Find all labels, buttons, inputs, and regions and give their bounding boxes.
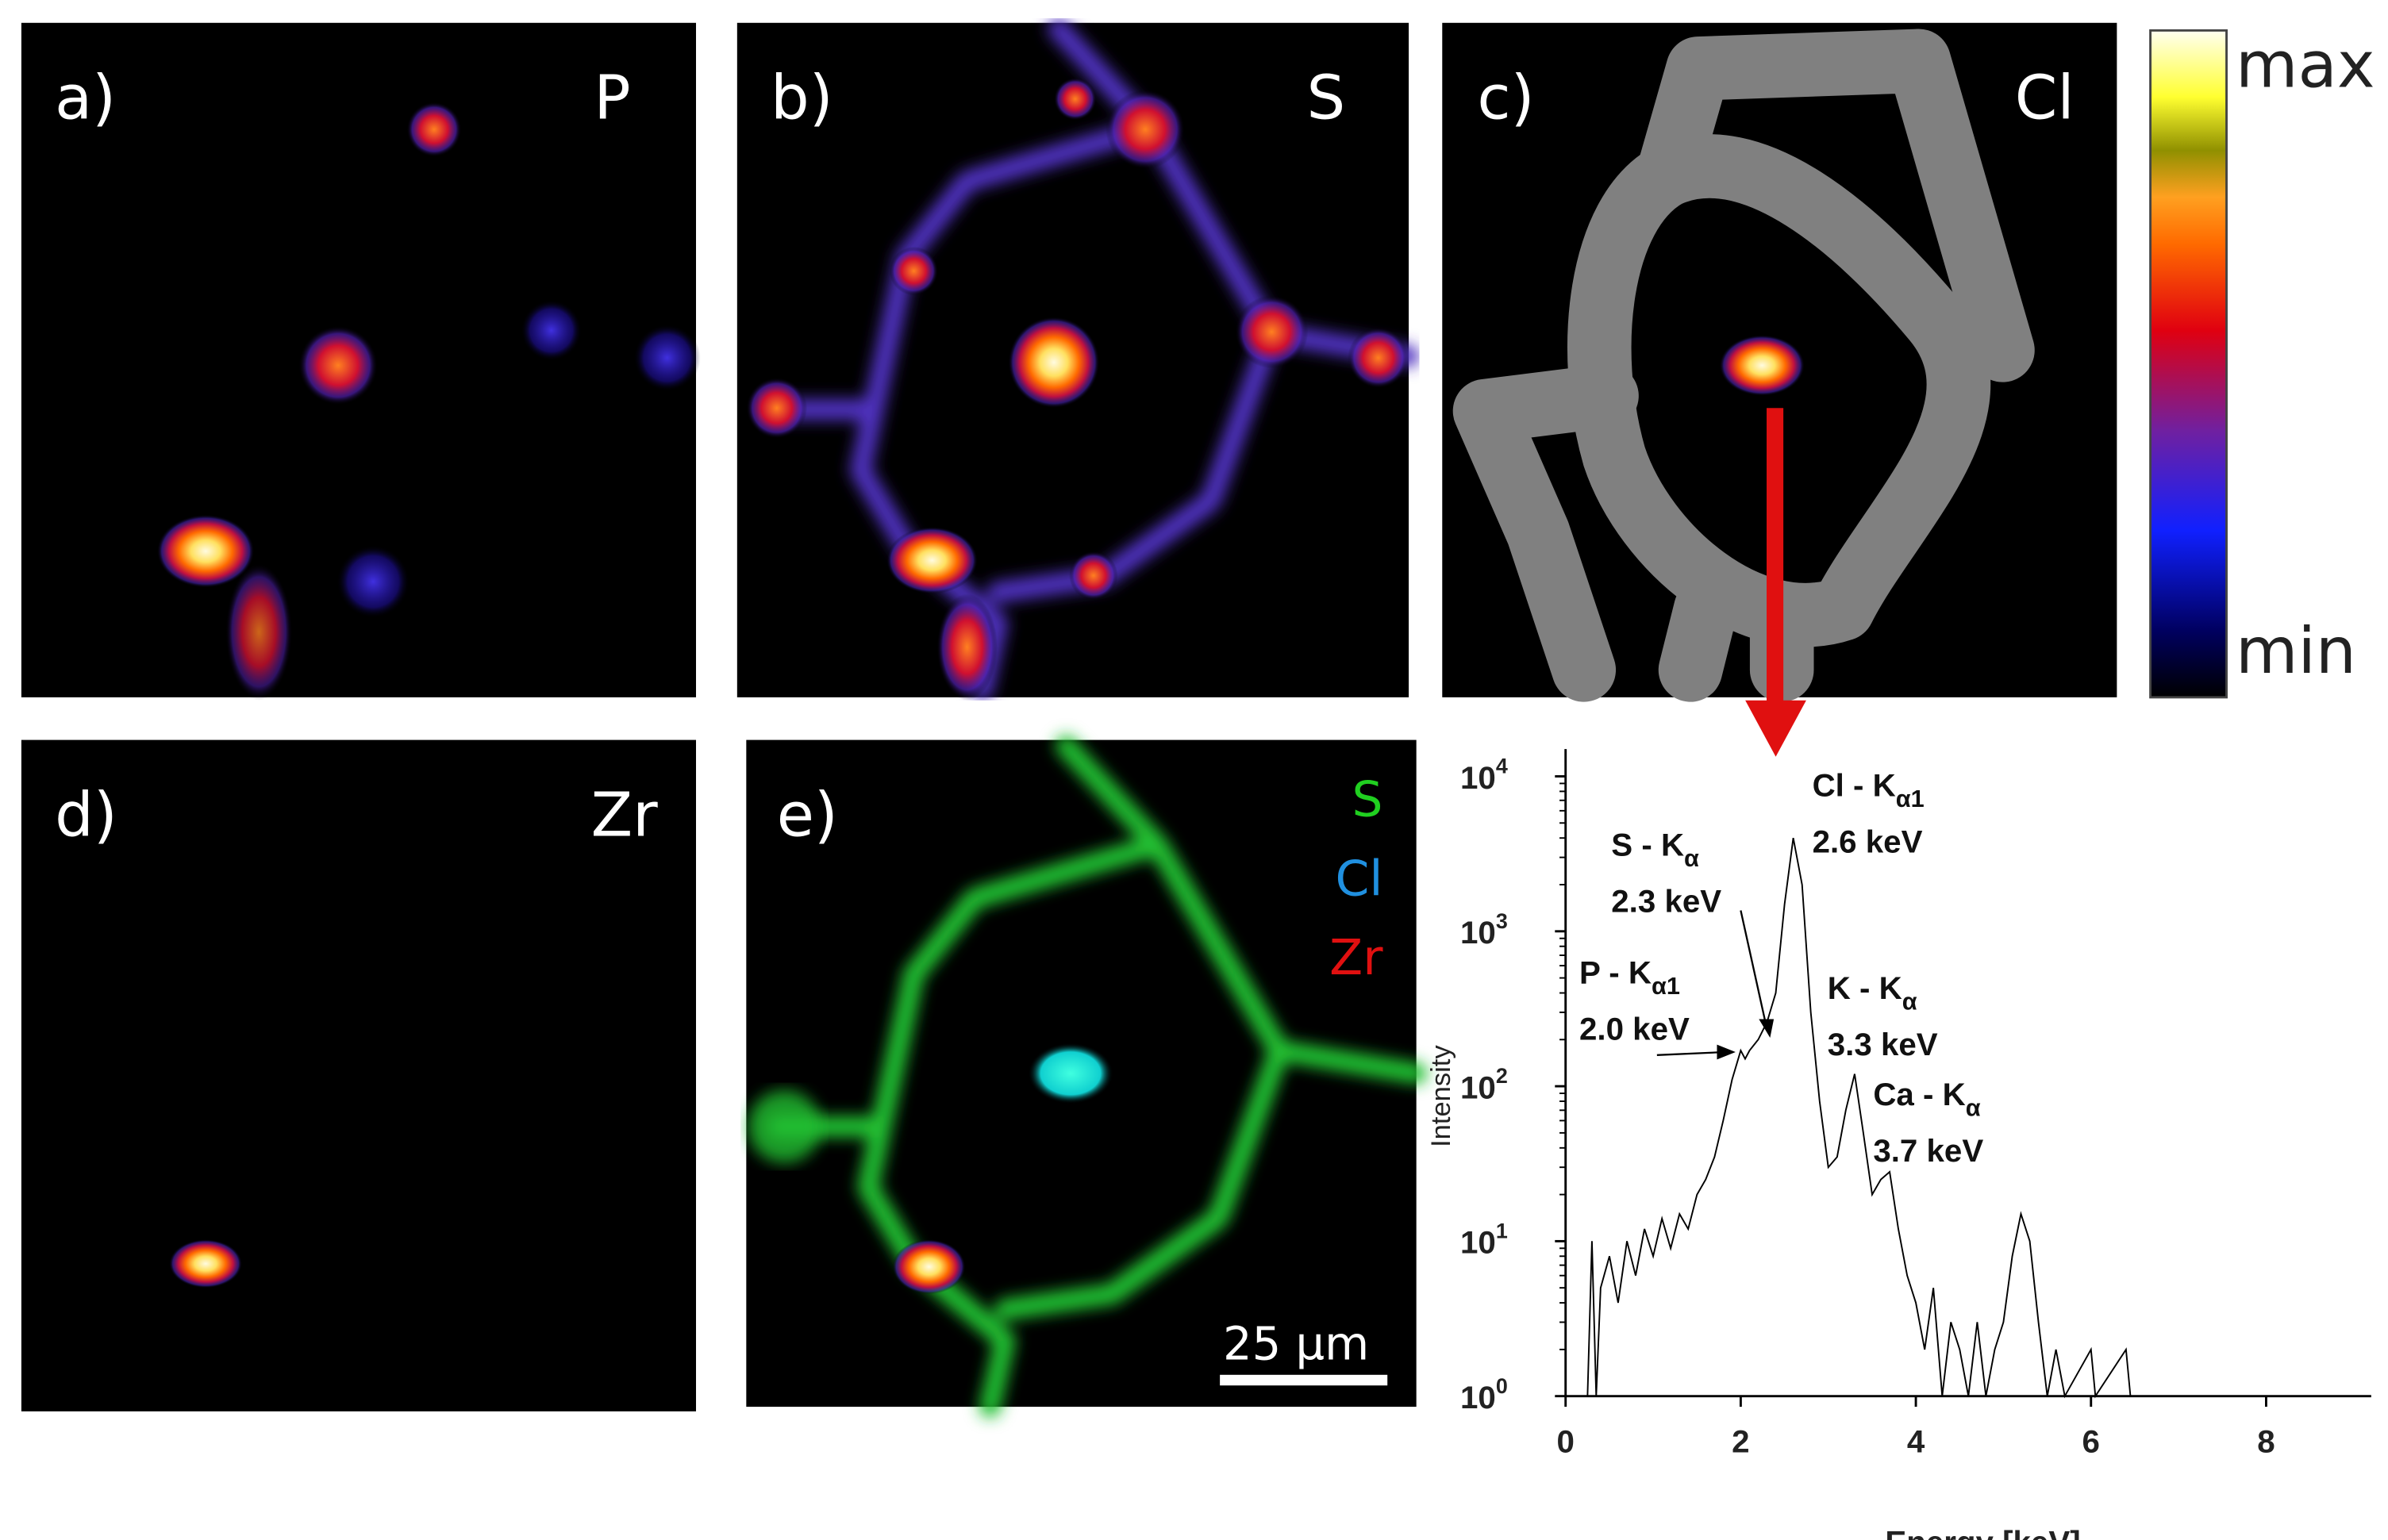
panel-c: c) Cl	[1442, 22, 2117, 702]
element-label: Zr	[1329, 930, 1383, 986]
colorbar-min: min	[2236, 614, 2356, 689]
panel-letter: b)	[771, 63, 833, 134]
spectrum-line	[1586, 838, 2354, 1399]
y-tick-label: 101	[1460, 1219, 1508, 1261]
peak-label: K - Kα	[1828, 970, 1917, 1015]
peak-element: S - K	[1611, 827, 1684, 862]
y-tick-base: 10	[1460, 1380, 1496, 1415]
y-tick-base: 10	[1460, 1070, 1496, 1105]
peak-line: α	[1684, 844, 1699, 872]
panel-letter: c)	[1477, 63, 1534, 134]
y-tick-exponent: 0	[1496, 1374, 1508, 1398]
peak-line: α1	[1896, 785, 1925, 812]
y-tick-exponent: 2	[1496, 1064, 1508, 1088]
y-tick-label: 102	[1460, 1064, 1508, 1105]
element-label: S	[1352, 772, 1382, 828]
x-tick-label: 6	[2082, 1424, 2100, 1460]
panel-b: b) S	[736, 23, 1409, 701]
element-label: Cl	[1336, 851, 1383, 907]
spectrum-chart: 02468100101102103104Energy [keV]Intensit…	[1426, 749, 2371, 1540]
y-tick-label: 103	[1460, 909, 1508, 950]
peak-line: α	[1966, 1094, 1981, 1122]
y-tick-base: 10	[1460, 1225, 1496, 1261]
peak-element: P - K	[1579, 955, 1652, 991]
y-tick-base: 10	[1460, 760, 1496, 796]
y-tick-exponent: 4	[1496, 755, 1508, 778]
red-arrow	[1745, 408, 1806, 757]
element-label: P	[594, 63, 630, 134]
peak-energy: 2.3 keV	[1611, 883, 1721, 919]
panel-letter: d)	[55, 780, 117, 851]
colorbar-max: max	[2236, 28, 2375, 102]
peak-line: α	[1902, 987, 1917, 1015]
panel-letter: e)	[777, 780, 838, 851]
peak-energy: 2.0 keV	[1579, 1012, 1690, 1047]
scale-bar-label: 25 µm	[1223, 1318, 1369, 1371]
x-tick-label: 8	[2257, 1424, 2275, 1460]
element-label: Cl	[2015, 63, 2075, 134]
peak-label: P - Kα1	[1579, 955, 1680, 1000]
colorbar: max min	[2149, 28, 2375, 699]
x-tick-label: 4	[1907, 1424, 1925, 1460]
peak-line: α1	[1652, 972, 1680, 1000]
peak-label: Ca - Kα	[1873, 1077, 1980, 1121]
x-axis-title: Energy [keV]	[1885, 1524, 2080, 1540]
y-tick-label: 104	[1460, 755, 1508, 796]
element-label: Zr	[591, 780, 659, 851]
peak-energy: 3.7 keV	[1873, 1133, 1983, 1169]
y-tick-exponent: 1	[1496, 1219, 1508, 1243]
y-axis-title: Intensity	[1426, 1045, 1456, 1147]
y-tick-base: 10	[1460, 915, 1496, 950]
x-tick-label: 0	[1557, 1424, 1575, 1460]
panel-letter: a)	[55, 63, 116, 134]
peak-label: Cl - Kα1	[1813, 768, 1925, 812]
peak-energy: 2.6 keV	[1813, 824, 1923, 860]
x-tick-label: 2	[1732, 1424, 1749, 1460]
peak-energy: 3.3 keV	[1828, 1027, 1938, 1062]
panel-d: d) Zr	[21, 739, 697, 1411]
peak-element: K - K	[1828, 970, 1902, 1006]
y-tick-label: 100	[1460, 1374, 1508, 1415]
panel-a: a) P	[21, 22, 701, 701]
y-tick-exponent: 3	[1496, 909, 1508, 933]
annotation-arrows	[1656, 910, 1775, 1060]
peak-element: Ca - K	[1873, 1077, 1965, 1112]
element-label: S	[1307, 63, 1346, 134]
peak-label: S - Kα	[1611, 827, 1699, 871]
panel-e: e) S Cl Zr 25 µm	[746, 740, 1416, 1407]
peak-element: Cl - K	[1813, 768, 1896, 804]
